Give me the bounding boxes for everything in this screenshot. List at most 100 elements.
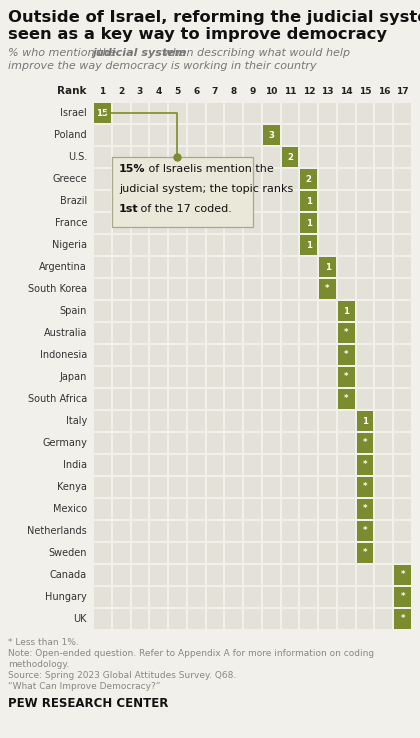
Bar xyxy=(207,235,223,255)
Bar xyxy=(94,323,111,343)
Bar xyxy=(282,257,299,277)
Bar xyxy=(394,499,411,519)
Bar xyxy=(169,103,186,123)
Bar xyxy=(226,235,242,255)
Bar xyxy=(263,279,280,299)
Bar xyxy=(169,257,186,277)
Bar xyxy=(188,587,205,607)
Bar xyxy=(357,213,373,233)
Bar xyxy=(188,257,205,277)
Text: Canada: Canada xyxy=(50,570,87,580)
Bar xyxy=(357,125,373,145)
Bar xyxy=(169,477,186,497)
Bar xyxy=(300,433,317,453)
Bar xyxy=(169,587,186,607)
Text: 2: 2 xyxy=(306,174,312,184)
Bar xyxy=(300,169,317,189)
Bar xyxy=(131,521,148,541)
Bar xyxy=(357,411,373,431)
Bar xyxy=(226,587,242,607)
Bar xyxy=(150,103,167,123)
Bar xyxy=(282,191,299,211)
Bar xyxy=(94,235,111,255)
Bar xyxy=(226,147,242,167)
Bar xyxy=(300,103,317,123)
Text: Nigeria: Nigeria xyxy=(52,240,87,250)
Bar xyxy=(300,125,317,145)
Text: *: * xyxy=(363,461,368,469)
Bar xyxy=(207,521,223,541)
Bar xyxy=(394,587,411,607)
Bar xyxy=(394,455,411,475)
Bar xyxy=(357,499,373,519)
Bar xyxy=(244,587,261,607)
Bar xyxy=(207,433,223,453)
Text: Poland: Poland xyxy=(54,130,87,140)
Bar xyxy=(375,345,392,365)
Bar xyxy=(150,565,167,585)
Bar xyxy=(338,147,355,167)
Bar xyxy=(188,279,205,299)
Bar xyxy=(375,411,392,431)
Text: Germany: Germany xyxy=(42,438,87,448)
Bar xyxy=(357,279,373,299)
Bar xyxy=(207,257,223,277)
Bar xyxy=(94,279,111,299)
Bar xyxy=(131,367,148,387)
Bar xyxy=(244,499,261,519)
Bar xyxy=(300,389,317,409)
Text: Brazil: Brazil xyxy=(60,196,87,206)
Bar xyxy=(375,455,392,475)
Bar xyxy=(207,191,223,211)
Bar xyxy=(263,499,280,519)
Bar xyxy=(263,169,280,189)
Bar xyxy=(319,521,336,541)
Text: Kenya: Kenya xyxy=(57,482,87,492)
Bar xyxy=(188,125,205,145)
Bar xyxy=(357,565,373,585)
Bar xyxy=(300,257,317,277)
Bar xyxy=(226,279,242,299)
Bar xyxy=(94,301,111,321)
Bar xyxy=(244,565,261,585)
Bar xyxy=(357,147,373,167)
Text: *: * xyxy=(400,615,405,624)
Text: Greece: Greece xyxy=(52,174,87,184)
Bar xyxy=(357,323,373,343)
Bar xyxy=(375,213,392,233)
Bar xyxy=(188,411,205,431)
Bar xyxy=(244,257,261,277)
Bar xyxy=(113,235,129,255)
Bar xyxy=(169,147,186,167)
Bar xyxy=(319,389,336,409)
Bar xyxy=(150,235,167,255)
Text: 4: 4 xyxy=(155,86,162,95)
Bar xyxy=(300,235,317,255)
Bar xyxy=(263,235,280,255)
Bar xyxy=(263,125,280,145)
Text: U.S.: U.S. xyxy=(68,152,87,162)
Text: 14: 14 xyxy=(340,86,353,95)
Bar xyxy=(226,125,242,145)
Bar xyxy=(207,345,223,365)
Bar xyxy=(150,455,167,475)
Bar xyxy=(375,125,392,145)
Bar xyxy=(188,521,205,541)
Bar xyxy=(244,301,261,321)
Bar xyxy=(131,565,148,585)
Bar xyxy=(338,543,355,563)
Bar xyxy=(375,609,392,629)
Bar xyxy=(375,389,392,409)
Bar xyxy=(150,477,167,497)
Bar xyxy=(300,499,317,519)
Bar xyxy=(357,345,373,365)
Bar xyxy=(300,213,317,233)
Text: 1: 1 xyxy=(306,196,312,205)
Bar xyxy=(169,565,186,585)
Text: * Less than 1%.: * Less than 1%. xyxy=(8,638,79,647)
Bar xyxy=(319,499,336,519)
Bar xyxy=(244,169,261,189)
Bar xyxy=(131,433,148,453)
Bar xyxy=(226,367,242,387)
Bar xyxy=(319,279,336,299)
